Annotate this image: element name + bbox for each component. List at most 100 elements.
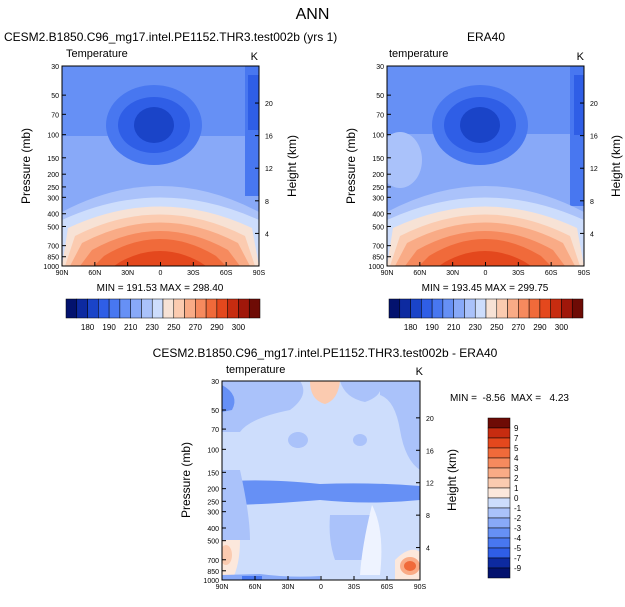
colorbar-swatch [98, 298, 110, 319]
height-tick-label: 16 [590, 134, 598, 141]
colorbar-label: 1 [514, 484, 519, 493]
x-tick-label: 60S [545, 270, 558, 277]
colorbar-swatch [487, 417, 511, 429]
height-tick-label: 8 [590, 199, 594, 206]
x-tick-label: 30S [512, 270, 525, 277]
colorbar-swatch [487, 537, 511, 549]
colorbar-swatch [162, 298, 175, 319]
x-tick-label: 30S [187, 270, 200, 277]
height-tick-label: 12 [590, 166, 598, 173]
colorbar-label: 250 [167, 323, 181, 332]
colorbar-label: -4 [514, 534, 522, 543]
panel-difference-units: K [416, 366, 424, 378]
panel-reference-x-axis: 90N 60N 30N 0 30S 60S 90S [381, 262, 591, 277]
y-tick-label: 50 [376, 93, 384, 100]
y-tick-label: 300 [207, 510, 219, 517]
contour-fill [242, 576, 262, 580]
contour-fill [222, 385, 235, 412]
y-tick-label: 200 [47, 172, 59, 179]
y-tick-label: 850 [207, 569, 219, 576]
panel-reference-subtitle: temperature [389, 48, 448, 60]
x-tick-label: 90N [216, 584, 229, 591]
colorbar-swatch [151, 298, 164, 319]
colorbar-label: 300 [232, 323, 246, 332]
panel-reference-contours [387, 66, 584, 266]
colorbar-swatch [487, 437, 511, 449]
colorbar-label: 180 [404, 323, 418, 332]
colorbar-label: 190 [102, 323, 116, 332]
colorbar-label: 290 [533, 323, 547, 332]
contour-fill [439, 251, 531, 266]
height-tick-label: 4 [426, 546, 430, 553]
colorbar-swatch [496, 298, 508, 319]
colorbar-swatch [485, 298, 498, 319]
colorbar-swatch [130, 298, 142, 319]
colorbar-label: 230 [146, 323, 160, 332]
y-tick-label: 200 [207, 487, 219, 494]
height-tick-label: 4 [590, 231, 594, 238]
colorbar-label: -7 [514, 554, 522, 563]
colorbar-swatch [507, 298, 519, 319]
colorbar-swatch [571, 298, 584, 319]
y-tick-label: 150 [47, 156, 59, 163]
y-tick-label: 250 [207, 499, 219, 506]
colorbar-swatch [141, 298, 153, 319]
panel-reference-ylabel: Pressure (mb) [344, 128, 358, 204]
panel-difference-title: CESM2.B1850.C96_mg17.intel.PE1152.THR3.t… [153, 346, 498, 360]
colorbar-swatch [216, 298, 228, 319]
colorbar-swatch [410, 298, 422, 319]
colorbar-swatch [238, 298, 250, 319]
height-tick-label: 16 [265, 134, 273, 141]
colorbar-label: -2 [514, 514, 522, 523]
y-tick-label: 300 [372, 195, 384, 202]
panel-difference-height-axis: 20 16 12 8 4 [416, 416, 434, 553]
colorbar-swatch [561, 298, 573, 319]
panel-reference-units: K [577, 51, 585, 63]
panel-model-ylabel-right: Height (km) [285, 135, 299, 197]
panel-difference-ylabel: Pressure (mb) [179, 442, 193, 518]
y-tick-label: 50 [51, 93, 59, 100]
colorbar-swatch [173, 298, 185, 319]
x-tick-label: 30N [282, 584, 295, 591]
panel-reference-height-axis: 20 16 12 8 4 [580, 101, 598, 238]
colorbar-swatch [487, 467, 511, 479]
contour-fill [288, 432, 308, 448]
y-tick-label: 1000 [203, 578, 219, 585]
contour-fill [360, 505, 382, 575]
panel-difference-subtitle: temperature [226, 364, 285, 376]
panel-reference-ylabel-right: Height (km) [609, 135, 623, 197]
colorbar-label: 290 [210, 323, 224, 332]
colorbar-swatch [399, 298, 411, 319]
colorbar-swatch [227, 298, 239, 319]
y-tick-label: 850 [372, 255, 384, 262]
colorbar-label: 4 [514, 454, 519, 463]
colorbar-swatch [431, 298, 444, 319]
colorbar-label: 9 [514, 424, 519, 433]
colorbar-swatch [550, 298, 562, 319]
panel-difference-y-axis: 30 50 70 100 150 200 250 300 400 500 700 850 1000 [203, 379, 226, 585]
x-tick-label: 0 [319, 584, 323, 591]
panel-difference-x-axis: 90N 60N 30N 0 30S 60S 90S [216, 576, 427, 591]
y-tick-label: 150 [372, 156, 384, 163]
y-tick-label: 30 [211, 379, 219, 386]
x-tick-label: 60N [249, 584, 262, 591]
colorbar-label: 230 [469, 323, 483, 332]
x-tick-label: 60S [220, 270, 233, 277]
colorbar-swatch [487, 457, 511, 469]
colorbar-label: -9 [514, 564, 522, 573]
panel-difference: CESM2.B1850.C96_mg17.intel.PE1152.THR3.t… [153, 346, 570, 591]
colorbar-swatch [453, 298, 465, 319]
colorbar-swatch [487, 507, 511, 519]
height-tick-label: 8 [426, 513, 430, 520]
colorbar-label: 180 [81, 323, 95, 332]
x-tick-label: 90S [578, 270, 591, 277]
colorbar-swatch [487, 447, 511, 459]
y-tick-label: 50 [211, 408, 219, 415]
y-tick-label: 1000 [368, 264, 384, 271]
contour-fill [222, 381, 304, 432]
colorbar-label: 270 [189, 323, 203, 332]
colorbar-swatch [487, 517, 511, 529]
colorbar-label: 5 [514, 444, 519, 453]
panel-model-contours [62, 66, 259, 266]
